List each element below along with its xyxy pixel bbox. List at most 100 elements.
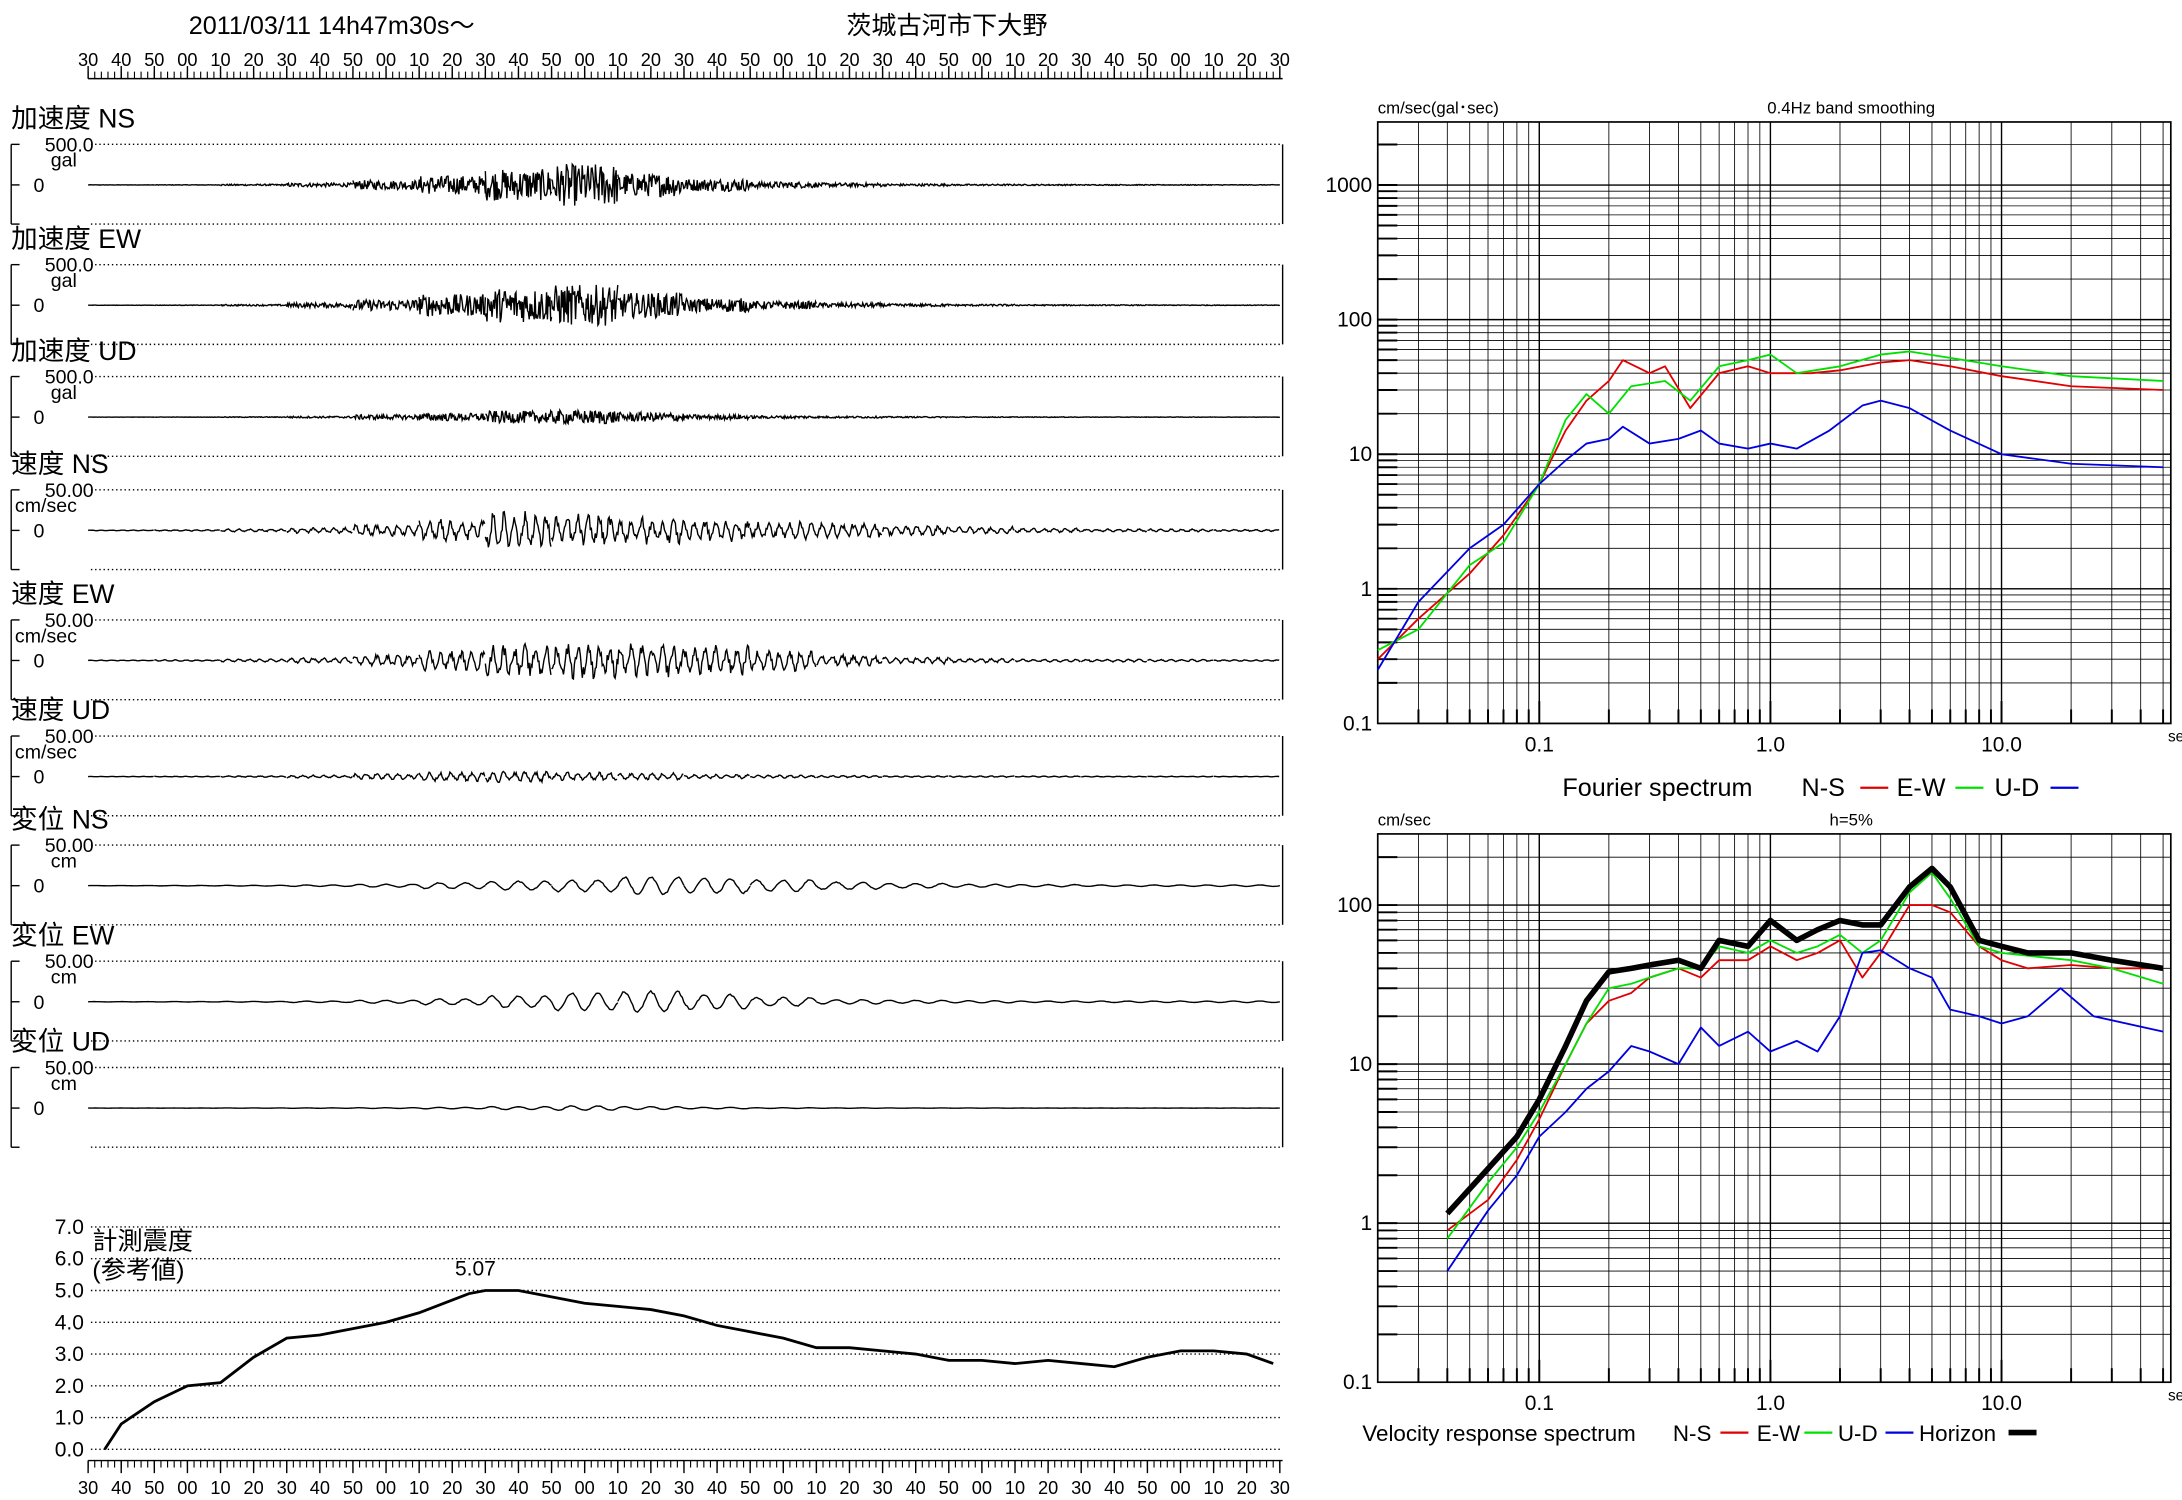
y-tick-label: 0.1 [1343,712,1372,735]
waveform [617,409,685,423]
waveform [816,999,883,1005]
chart-subtitle: (参考値) [92,1257,184,1285]
waveform [815,180,884,189]
waveform [1014,883,1082,888]
y-tick-label: 100 [1337,309,1372,332]
channel-zero: 0 [34,767,45,789]
waveform [418,175,487,195]
channel-name: 加速度 NS [11,104,135,134]
waveform [683,643,751,676]
time-tick-label: 50 [144,50,164,70]
time-tick-label: 40 [906,50,926,70]
waveform [749,996,817,1007]
time-tick-label: 00 [972,50,992,70]
waveform [87,659,154,662]
waveform [1014,303,1082,307]
y-tick-label: 2.0 [55,1375,84,1398]
waveform [352,297,420,312]
time-tick-label: 00 [1170,50,1190,70]
time-tick-label: 10 [608,50,628,70]
y-axis-label: cm/sec(gal･sec) [1378,99,1499,118]
waveform [948,657,1015,664]
time-tick-label: 30 [674,1478,694,1498]
channel-name: 加速度 UD [11,336,136,366]
channel-scale: 50.00 [45,951,94,973]
time-tick-label: 50 [541,50,561,70]
waveform [1080,658,1148,663]
waveform [220,884,287,887]
time-tick-label: 50 [939,1478,959,1498]
waveform [418,412,486,423]
y-tick-label: 0.0 [55,1438,84,1461]
legend-title: Velocity response spectrum [1362,1421,1635,1446]
waveform [550,407,619,426]
waveform [352,772,419,781]
channel-scale: 500.0 [45,255,94,277]
chart-title: 計測震度 [92,1227,193,1255]
waveform [286,525,353,535]
waveform [286,300,354,311]
waveform [485,408,553,425]
waveform [220,303,288,308]
channel-name: 速度 NS [11,449,108,479]
waveform [154,528,220,532]
time-tick-label: 50 [541,1478,561,1498]
channel-scale: 500.0 [45,134,94,156]
waveform [286,181,354,189]
waveform [352,999,420,1004]
waveform [484,169,553,201]
waveform [816,774,883,779]
x-tick-label: 0.1 [1525,733,1554,756]
time-tick-label: 10 [409,50,429,70]
waveform [617,771,684,781]
waveform [220,528,287,533]
waveform [683,412,751,423]
header-datetime: 2011/03/11 14h47m30s～ [189,12,475,40]
time-tick-label: 20 [641,1478,661,1498]
time-tick-label: 20 [442,1478,462,1498]
waveform [1081,1000,1148,1004]
waveform [154,775,220,778]
waveform [948,999,1016,1004]
waveform [1081,183,1148,187]
y-tick-label: 7.0 [55,1216,84,1239]
waveform [948,883,1016,888]
waveform [1080,527,1148,533]
spectrum-line [1377,350,2164,651]
channel-scale: 50.00 [45,480,94,502]
waveform [881,524,949,538]
waveform [1147,303,1214,307]
channel-scale: 50.00 [45,610,94,632]
channel-unit: cm [51,967,77,989]
waveform [683,877,751,895]
time-tick-label: 40 [906,1478,926,1498]
channel-zero: 0 [34,650,45,672]
time-tick-label: 10 [210,50,230,70]
time-tick-label: 00 [575,1478,595,1498]
channel-zero: 0 [34,407,45,429]
waveform [882,775,949,779]
spectrum-line [1445,865,2164,1216]
time-tick-label: 40 [707,1478,727,1498]
time-tick-label: 30 [872,50,892,70]
x-tick-label: 1.0 [1756,1392,1785,1415]
time-tick-label: 20 [839,1478,859,1498]
time-tick-label: 40 [1104,50,1124,70]
waveform [352,178,420,192]
waveform [882,415,949,419]
waveform [750,774,816,779]
waveform [484,994,553,1009]
waveform [220,415,287,419]
waveform [352,652,419,668]
channel-zero: 0 [34,992,45,1014]
channel-name: 速度 UD [11,695,110,725]
time-tick-label: 00 [177,1478,197,1498]
time-tick-label: 40 [508,1478,528,1498]
time-tick-label: 00 [177,50,197,70]
legend-label: Horizon [1919,1421,1996,1446]
waveform [1213,528,1280,533]
channel-unit: gal [51,270,77,292]
time-tick-label: 40 [111,50,131,70]
legend-label: E-W [1757,1421,1801,1446]
y-tick-label: 1 [1360,1212,1372,1235]
